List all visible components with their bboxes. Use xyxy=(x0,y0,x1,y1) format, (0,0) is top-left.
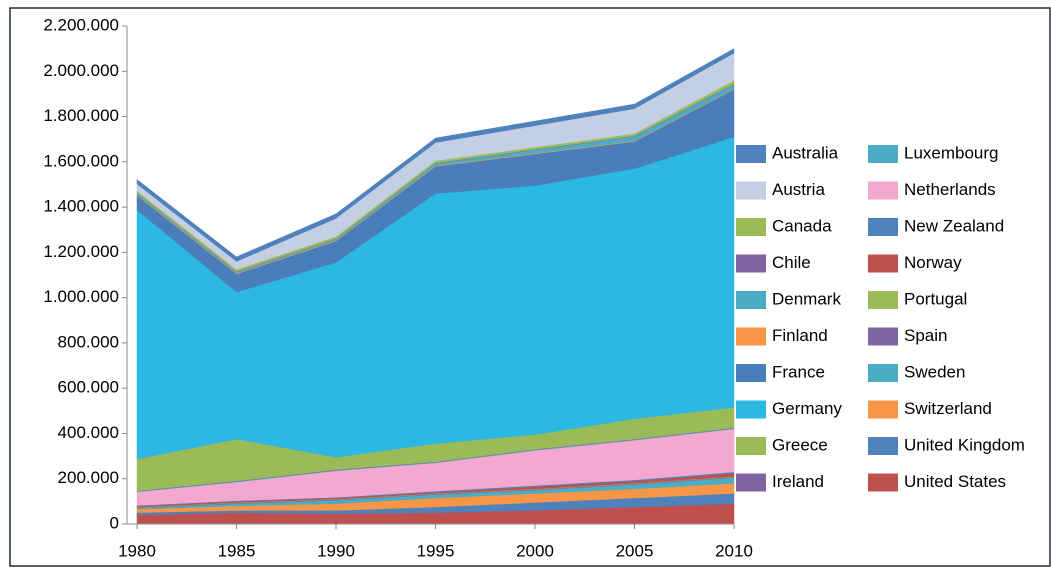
legend-label: Austria xyxy=(772,180,825,199)
legend-swatch xyxy=(868,364,898,382)
legend-label: Chile xyxy=(772,253,811,272)
legend-swatch xyxy=(868,400,898,419)
x-tick-label: 1990 xyxy=(317,541,355,560)
legend-swatch xyxy=(868,254,898,273)
y-tick-label: 0 xyxy=(110,513,119,532)
x-tick-label: 1980 xyxy=(118,541,156,560)
x-tick-label: 2000 xyxy=(516,541,554,560)
y-tick-label: 400.000 xyxy=(58,423,119,442)
legend-swatch xyxy=(868,145,898,163)
x-tick-label: 1985 xyxy=(218,541,256,560)
legend-swatch xyxy=(736,254,766,273)
y-tick-label: 2.200.000 xyxy=(43,15,119,34)
legend-swatch xyxy=(868,437,898,455)
legend-label: Switzerland xyxy=(904,399,992,418)
legend-swatch xyxy=(736,473,766,492)
legend-swatch xyxy=(736,145,766,163)
legend-label: France xyxy=(772,362,825,381)
legend-swatch xyxy=(868,473,898,492)
legend-swatch xyxy=(868,327,898,346)
y-tick-label: 1.600.000 xyxy=(43,151,119,170)
legend-swatch xyxy=(736,181,766,200)
legend-swatch xyxy=(736,364,766,382)
y-tick-label: 2.000.000 xyxy=(43,61,119,80)
legend-label: Ireland xyxy=(772,472,824,491)
legend-swatch xyxy=(736,218,766,236)
legend-label: Sweden xyxy=(904,362,965,381)
x-tick-label: 1995 xyxy=(417,541,455,560)
area xyxy=(136,48,735,262)
legend-label: Netherlands xyxy=(904,180,996,199)
legend-label: Norway xyxy=(904,253,962,272)
legend-label: Luxembourg xyxy=(904,143,999,162)
y-tick-label: 1.000.000 xyxy=(43,287,119,306)
legend-label: United States xyxy=(904,472,1006,491)
x-tick-label: 2005 xyxy=(616,541,654,560)
legend-swatch xyxy=(868,218,898,236)
y-tick-label: 600.000 xyxy=(58,378,119,397)
legend-label: Portugal xyxy=(904,289,967,308)
legend-label: Australia xyxy=(772,143,839,162)
y-tick-label: 800.000 xyxy=(58,332,119,351)
y-tick-label: 1.800.000 xyxy=(43,106,119,125)
legend-swatch xyxy=(736,400,766,419)
legend-label: Finland xyxy=(772,326,828,345)
legend-swatch xyxy=(736,291,766,309)
legend-label: Canada xyxy=(772,216,832,235)
legend-label: Spain xyxy=(904,326,947,345)
x-tick-label: 2010 xyxy=(715,541,753,560)
legend-swatch xyxy=(868,181,898,200)
legend-swatch xyxy=(868,291,898,309)
legend-swatch xyxy=(736,327,766,346)
legend-swatch xyxy=(736,437,766,455)
y-tick-label: 1.400.000 xyxy=(43,197,119,216)
legend-label: Germany xyxy=(772,399,842,418)
legend-label: Greece xyxy=(772,435,828,454)
legend-label: New Zealand xyxy=(904,216,1004,235)
y-tick-label: 1.200.000 xyxy=(43,242,119,261)
y-tick-label: 200.000 xyxy=(58,468,119,487)
legend-label: Denmark xyxy=(772,289,841,308)
legend-label: United Kingdom xyxy=(904,435,1025,454)
